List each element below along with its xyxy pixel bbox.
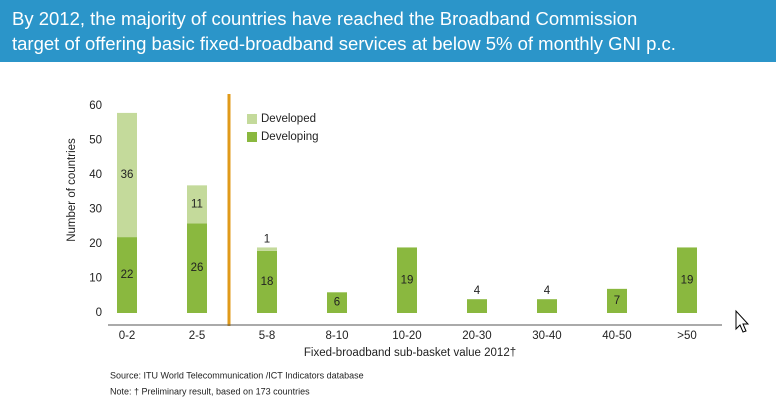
legend-swatch <box>247 132 257 142</box>
data-label: 6 <box>334 297 340 309</box>
bar-segment <box>607 288 627 313</box>
x-tick-label: 0-2 <box>119 330 136 342</box>
data-label: 7 <box>614 295 620 307</box>
data-label: 22 <box>121 269 134 281</box>
y-tick-label: 50 <box>89 135 102 147</box>
x-tick-label: 2-5 <box>189 330 206 342</box>
y-tick-label: 60 <box>89 100 102 112</box>
bar-segment <box>117 112 137 238</box>
bar-segment <box>537 299 557 313</box>
x-axis-label: Fixed-broadband sub-basket value 2012† <box>304 347 516 359</box>
data-label: 1 <box>264 233 270 245</box>
bar-segment <box>327 292 347 313</box>
x-tick-label: 20-30 <box>462 330 491 342</box>
bar-segment <box>187 185 207 224</box>
source-note: Source: ITU World Telecommunication /ICT… <box>110 370 364 380</box>
x-tick-label: 8-10 <box>325 330 348 342</box>
footnote: Note: † Preliminary result, based on 173… <box>110 386 310 396</box>
mouse-cursor <box>735 309 750 333</box>
x-tick-label: 30-40 <box>532 330 561 342</box>
y-axis-label: Number of countries <box>66 138 78 242</box>
data-label: 19 <box>681 274 694 286</box>
x-tick-label: 10-20 <box>392 330 421 342</box>
chart-title: By 2012, the majority of countries have … <box>12 8 638 29</box>
legend-swatch <box>247 114 257 124</box>
chart-title: target of offering basic fixed-broadband… <box>12 33 676 54</box>
y-tick-label: 10 <box>89 273 102 285</box>
title-banner: By 2012, the majority of countries have … <box>0 0 776 62</box>
data-label: 26 <box>191 262 204 274</box>
data-label: 19 <box>401 274 414 286</box>
data-label: 11 <box>191 198 203 210</box>
data-label: 18 <box>261 276 274 288</box>
data-label: 4 <box>474 285 481 297</box>
data-label: 4 <box>544 285 551 297</box>
x-tick-label: 40-50 <box>602 330 631 342</box>
bar-segment <box>257 250 277 313</box>
legend-label: Developed <box>261 113 316 125</box>
bar-segment <box>677 247 697 313</box>
x-tick-label: >50 <box>677 330 697 342</box>
legend-label: Developing <box>261 131 319 143</box>
bar-segment <box>467 299 487 313</box>
bar-segment <box>117 237 137 313</box>
bar-segment <box>257 247 277 251</box>
data-label: 36 <box>121 169 134 181</box>
y-tick-label: 30 <box>89 204 102 216</box>
bar-segment <box>187 223 207 313</box>
y-tick-label: 40 <box>89 169 102 181</box>
y-tick-label: 0 <box>96 307 102 319</box>
y-tick-label: 20 <box>89 238 102 250</box>
bar-segment <box>397 247 417 313</box>
x-tick-label: 5-8 <box>259 330 276 342</box>
